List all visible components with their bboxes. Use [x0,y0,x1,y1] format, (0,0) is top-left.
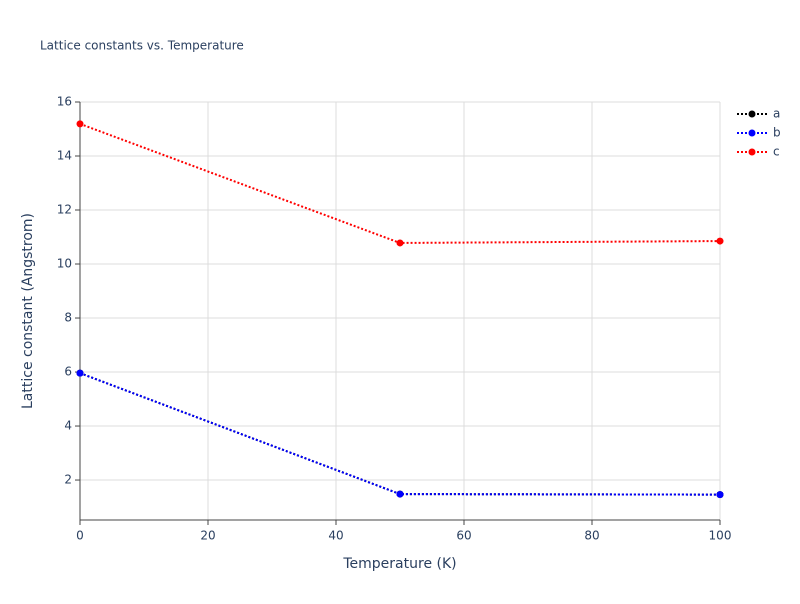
chart-title: Lattice constants vs. Temperature [40,39,244,53]
y-tick-label: 10 [57,257,72,271]
y-tick-label: 6 [64,365,72,379]
x-tick-label: 60 [456,529,471,543]
data-point [396,490,404,498]
legend-label: a [773,107,780,121]
data-point [396,239,404,247]
data-point [716,237,724,245]
y-tick-label: 4 [64,419,72,433]
x-tick-label: 0 [76,529,84,543]
y-axis-title: Lattice constant (Angstrom) [20,213,36,409]
x-tick-label: 80 [584,529,599,543]
legend-marker [748,148,756,156]
x-tick-label: 20 [200,529,215,543]
y-tick-label: 2 [64,473,72,487]
y-tick-label: 8 [64,311,72,325]
legend-label: c [773,145,780,159]
legend-marker [748,110,756,118]
data-point [76,120,84,128]
data-point [716,491,724,499]
x-tick-label: 40 [328,529,343,543]
y-tick-label: 14 [57,149,72,163]
y-tick-label: 16 [57,95,72,109]
data-point [76,369,84,377]
legend-label: b [773,126,781,140]
x-tick-label: 100 [709,529,732,543]
y-tick-label: 12 [57,203,72,217]
x-axis-title: Temperature (K) [342,556,456,572]
legend-marker [748,129,756,137]
